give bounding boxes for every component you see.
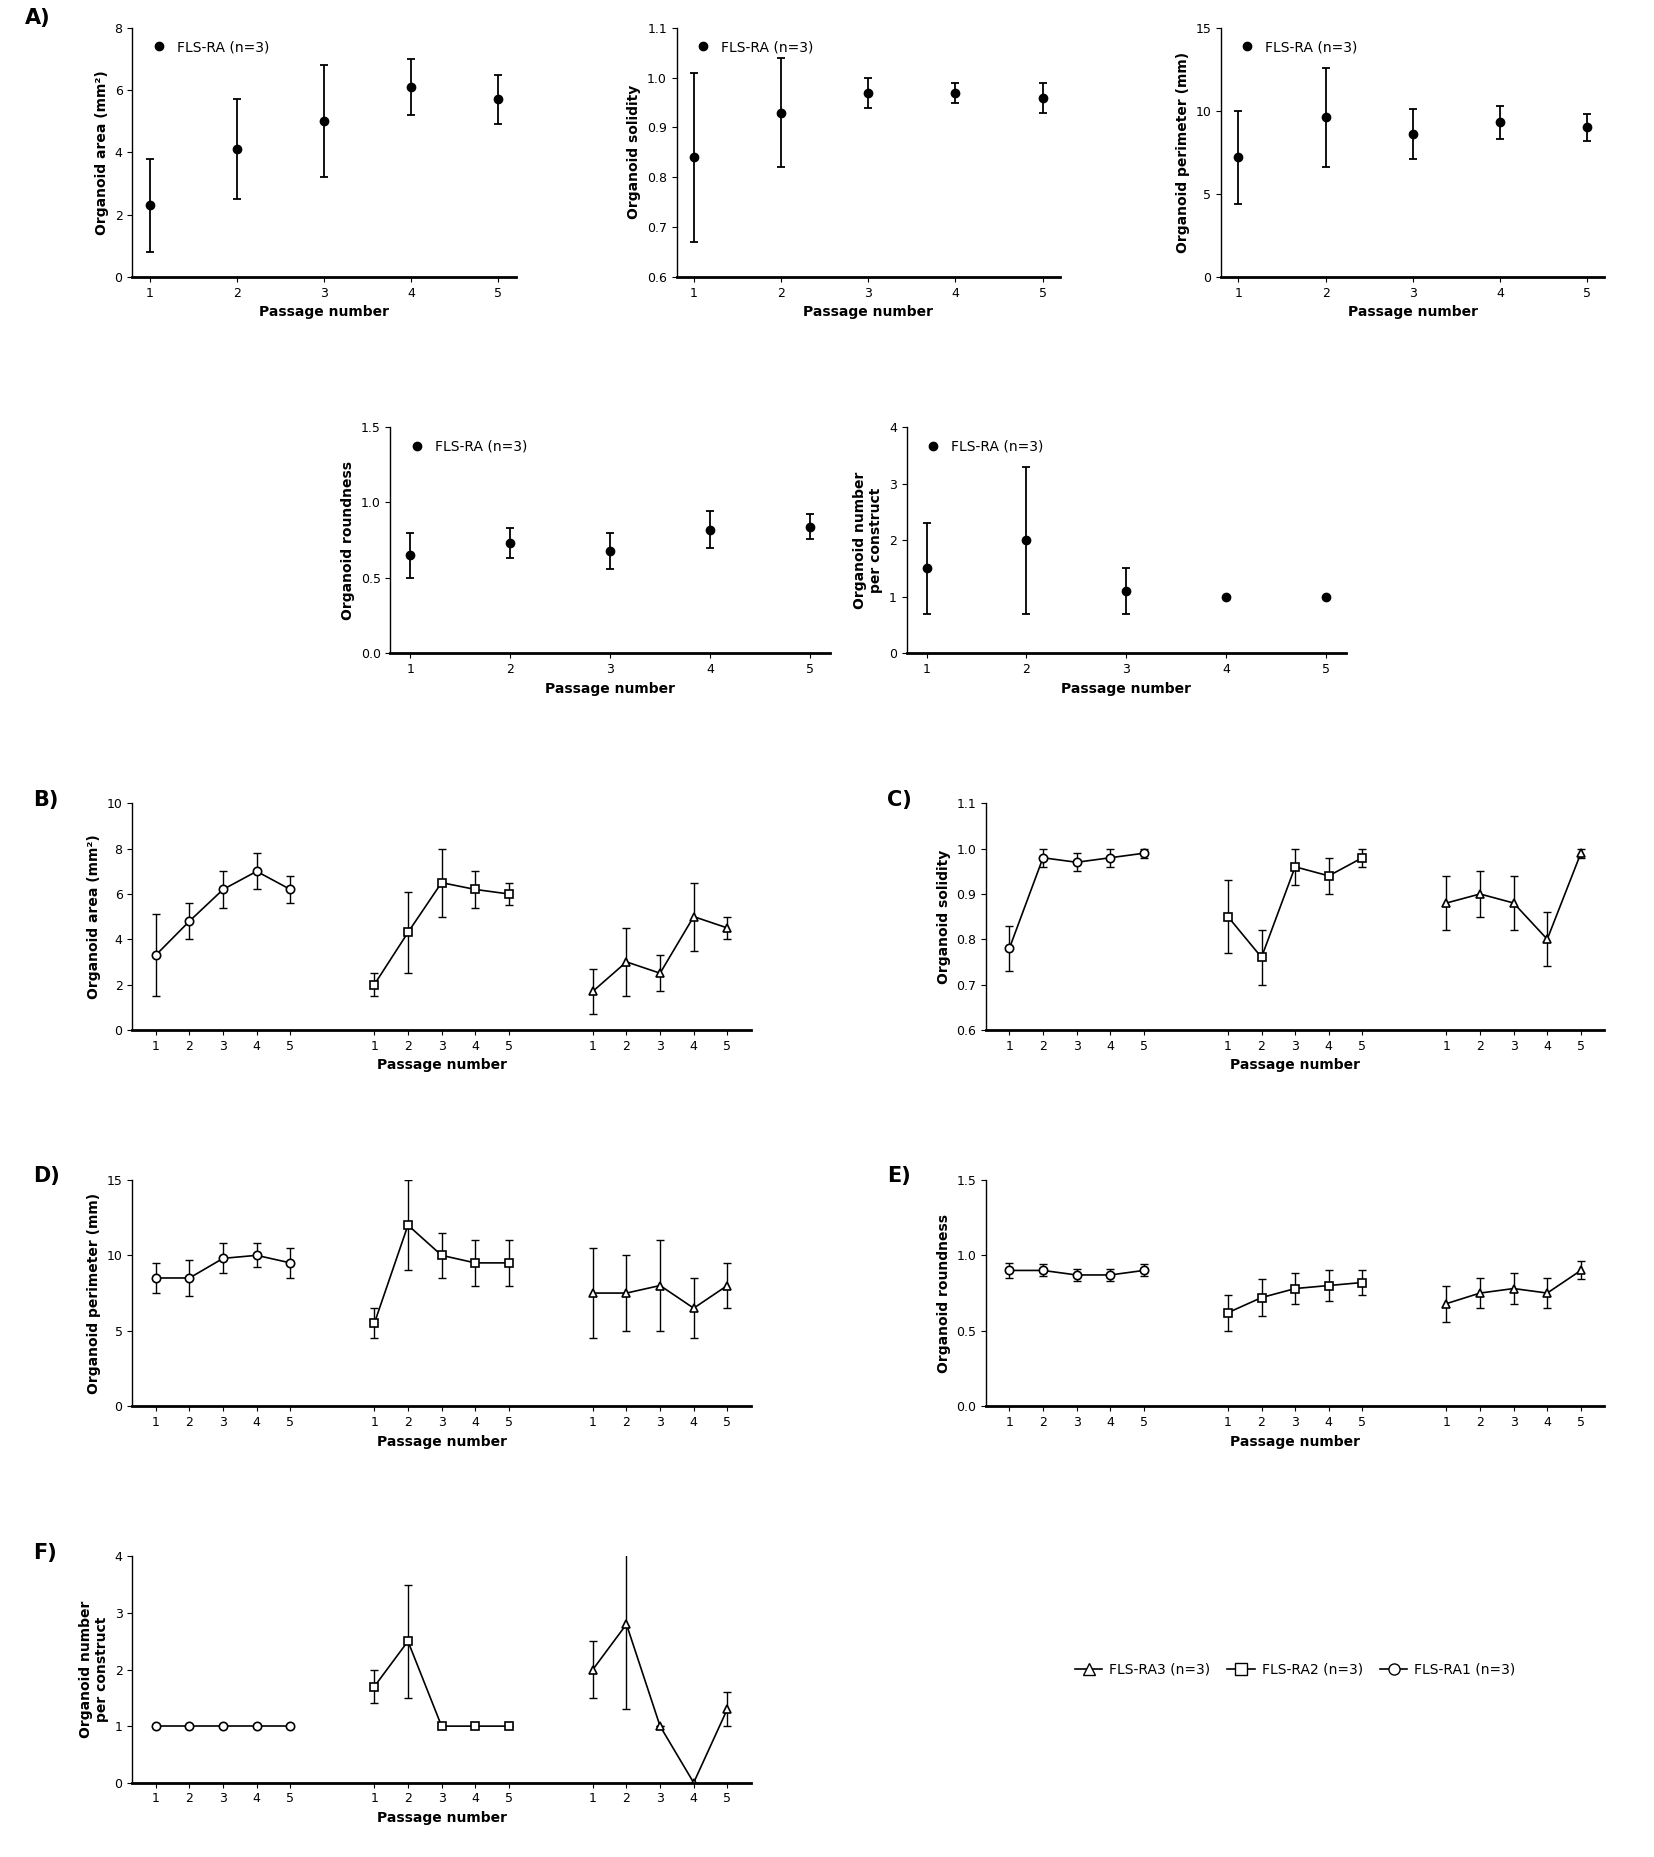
Y-axis label: Organoid area (mm²): Organoid area (mm²): [88, 834, 101, 999]
X-axis label: Passage number: Passage number: [1348, 305, 1477, 319]
X-axis label: Passage number: Passage number: [377, 1435, 506, 1448]
Text: C): C): [887, 789, 911, 810]
X-axis label: Passage number: Passage number: [1062, 682, 1191, 696]
Text: E): E): [887, 1166, 911, 1187]
Y-axis label: Organoid solidity: Organoid solidity: [627, 85, 642, 219]
X-axis label: Passage number: Passage number: [260, 305, 389, 319]
X-axis label: Passage number: Passage number: [1231, 1435, 1360, 1448]
Legend: FLS-RA (n=3): FLS-RA (n=3): [1227, 35, 1363, 59]
Text: A): A): [25, 7, 51, 28]
Y-axis label: Organoid area (mm²): Organoid area (mm²): [94, 71, 109, 234]
Text: F): F): [33, 1543, 58, 1564]
Legend: FLS-RA3 (n=3), FLS-RA2 (n=3), FLS-RA1 (n=3): FLS-RA3 (n=3), FLS-RA2 (n=3), FLS-RA1 (n…: [1068, 1656, 1522, 1682]
Legend: FLS-RA (n=3): FLS-RA (n=3): [913, 435, 1049, 459]
X-axis label: Passage number: Passage number: [546, 682, 675, 696]
Y-axis label: Organoid perimeter (mm): Organoid perimeter (mm): [1176, 52, 1189, 253]
X-axis label: Passage number: Passage number: [377, 1811, 506, 1825]
Y-axis label: Organoid roundness: Organoid roundness: [936, 1214, 951, 1372]
Y-axis label: Organoid number
per construct: Organoid number per construct: [79, 1601, 109, 1738]
Y-axis label: Organoid solidity: Organoid solidity: [936, 849, 951, 984]
Legend: FLS-RA (n=3): FLS-RA (n=3): [139, 35, 275, 59]
Text: B): B): [33, 789, 60, 810]
X-axis label: Passage number: Passage number: [377, 1058, 506, 1071]
X-axis label: Passage number: Passage number: [1231, 1058, 1360, 1071]
Y-axis label: Organoid roundness: Organoid roundness: [341, 461, 356, 620]
Y-axis label: Organoid perimeter (mm): Organoid perimeter (mm): [88, 1192, 101, 1393]
Legend: FLS-RA (n=3): FLS-RA (n=3): [683, 35, 819, 59]
Y-axis label: Organoid number
per construct: Organoid number per construct: [853, 472, 883, 609]
X-axis label: Passage number: Passage number: [804, 305, 933, 319]
Text: D): D): [33, 1166, 60, 1187]
Legend: FLS-RA (n=3): FLS-RA (n=3): [397, 435, 533, 459]
